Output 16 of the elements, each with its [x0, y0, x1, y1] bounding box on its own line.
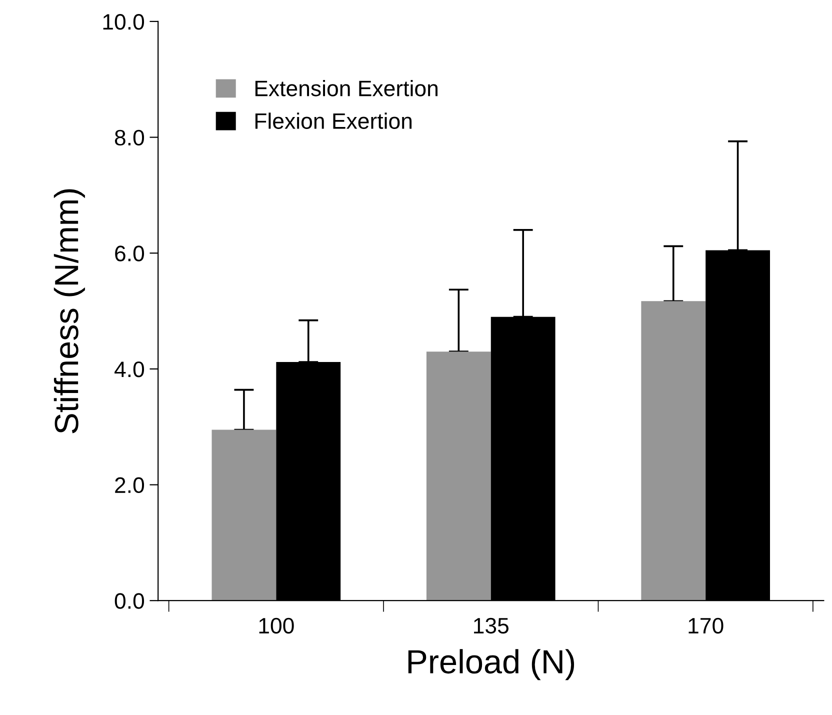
- bar: [426, 352, 491, 601]
- y-tick-label: 10.0: [103, 14, 144, 30]
- bar: [212, 430, 276, 601]
- y-tick-label: 8.0: [114, 130, 144, 146]
- y-tick-label: 4.0: [114, 361, 144, 378]
- y-axis-title: Stiffness (N/mm): [54, 189, 85, 434]
- x-tick-label: 135: [474, 618, 508, 634]
- legend-label: Extension Exertion: [255, 80, 438, 96]
- legend-label: Flexion Exertion: [255, 112, 412, 129]
- x-tick-label: 170: [688, 618, 724, 634]
- y-tick-label: 0.0: [114, 593, 144, 609]
- y-tick-label: 2.0: [115, 477, 144, 494]
- y-tick-label: 6.0: [115, 246, 144, 262]
- bar: [641, 301, 706, 601]
- x-tick-label: 100: [259, 618, 294, 634]
- x-axis-title: Preload (N): [408, 649, 574, 680]
